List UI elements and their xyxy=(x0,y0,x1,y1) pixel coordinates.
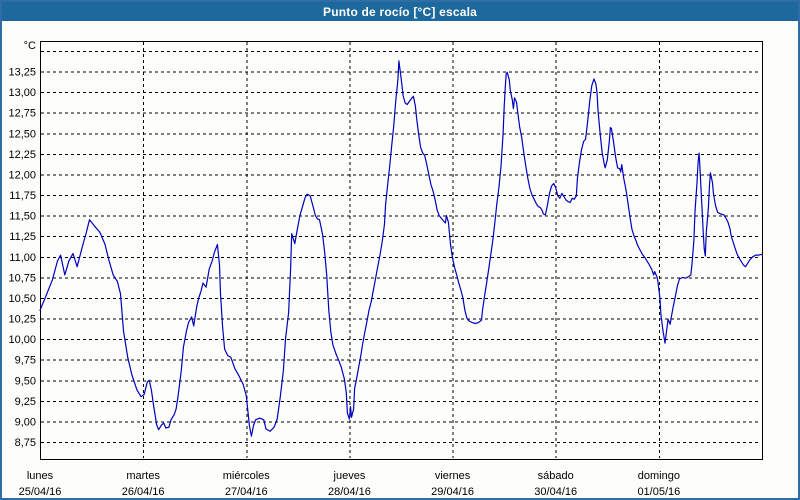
x-tick-date-label: 30/04/16 xyxy=(534,486,577,498)
x-tick-date-label: 26/04/16 xyxy=(122,486,165,498)
y-tick-label: 11,25 xyxy=(9,231,36,243)
x-tick-date-label: 28/04/16 xyxy=(328,486,371,498)
x-tick-day-label: domingo xyxy=(638,470,680,482)
y-tick-label: 9,25 xyxy=(15,396,36,408)
y-tick-label: 9,00 xyxy=(15,416,36,428)
x-tick-date-label: 01/05/16 xyxy=(637,486,680,498)
x-tick-day-label: martes xyxy=(126,470,160,482)
y-tick-label: 12,75 xyxy=(8,108,36,120)
y-tick-label: 11,75 xyxy=(9,190,36,202)
y-tick-label: 9,50 xyxy=(15,375,36,387)
y-tick-label: 12,25 xyxy=(8,149,36,161)
y-tick-label: 10,50 xyxy=(8,293,36,305)
x-tick-date-label: 29/04/16 xyxy=(431,486,474,498)
x-tick-date-label: 27/04/16 xyxy=(225,486,268,498)
x-tick-day-label: jueves xyxy=(333,470,366,482)
y-tick-label: 11,00 xyxy=(9,252,36,264)
dewpoint-line xyxy=(39,60,763,437)
title-bar: Punto de rocío [°C] escala xyxy=(2,2,798,21)
x-tick-date-label: 25/04/16 xyxy=(19,486,62,498)
y-tick-label: 9,75 xyxy=(15,355,36,367)
x-tick-day-label: lunes xyxy=(27,470,54,482)
x-tick-day-label: miércoles xyxy=(223,470,271,482)
y-tick-label: 10,25 xyxy=(8,314,36,326)
chart-svg: °C 13,25 13,00 12,75 12,50 12,25 12,00 11,75 11,… xyxy=(8,40,763,498)
x-tick-day-label: sábado xyxy=(538,470,574,482)
y-tick-label: 12,00 xyxy=(8,169,36,181)
y-tick-label: 11,50 xyxy=(9,211,36,223)
plot-border xyxy=(40,41,763,460)
y-axis-unit-label: °C xyxy=(24,40,36,52)
chart-title: Punto de rocío [°C] escala xyxy=(322,4,478,19)
x-axis-labels: lunes 25/04/16 martes 26/04/16 miércoles 27/0… xyxy=(19,470,681,498)
y-tick-label: 13,00 xyxy=(8,87,36,99)
y-axis-labels: °C 13,25 13,00 12,75 12,50 12,25 12,00 11,75 11,… xyxy=(8,40,36,449)
y-tick-label: 8,75 xyxy=(15,437,36,449)
y-tick-label: 12,50 xyxy=(8,128,36,140)
gridlines xyxy=(41,42,761,458)
x-tick-day-label: viernes xyxy=(435,470,471,482)
y-tick-label: 10,00 xyxy=(8,334,36,346)
y-tick-label: 13,25 xyxy=(8,67,36,79)
y-tick-label: 10,75 xyxy=(8,272,36,284)
